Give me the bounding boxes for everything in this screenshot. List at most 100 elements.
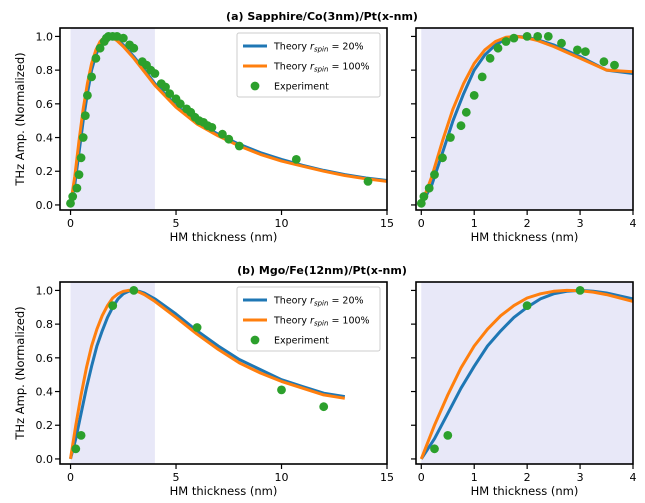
experiment-point bbox=[509, 33, 519, 43]
x-tick-label: 1 bbox=[471, 471, 478, 484]
series-line-1 bbox=[419, 34, 633, 206]
legend: Theory rspin = 20%Theory rspin = 100%Exp… bbox=[236, 32, 381, 98]
legend-prefix: Experiment bbox=[274, 82, 329, 93]
experiment-point bbox=[461, 107, 471, 117]
x-axis-label: HM thickness (nm) bbox=[471, 484, 579, 498]
experiment-point bbox=[573, 45, 582, 55]
experiment-point bbox=[493, 43, 503, 53]
y-tick-label: 0.6 bbox=[36, 352, 54, 365]
chart-title: (a) Sapphire/Co(3nm)/Pt(x-nm) bbox=[226, 10, 418, 23]
experiment-point bbox=[68, 192, 78, 201]
x-tick-label: 0 bbox=[418, 217, 425, 230]
legend-r-subscript: spin bbox=[314, 320, 328, 328]
legend-box bbox=[236, 32, 381, 98]
legend-prefix: Theory bbox=[273, 62, 310, 73]
legend-r-symbol: r bbox=[310, 62, 315, 73]
experiment-point bbox=[599, 57, 609, 67]
experiment-point bbox=[438, 153, 447, 163]
y-tick-label: 0.8 bbox=[36, 318, 54, 331]
experiment-point bbox=[108, 301, 118, 310]
experiment-point bbox=[224, 134, 234, 144]
experiment-point bbox=[66, 198, 75, 208]
x-tick-label: 5 bbox=[173, 217, 180, 230]
experiment-point bbox=[129, 286, 139, 295]
legend-suffix: = 100% bbox=[328, 62, 369, 73]
x-tick-label: 2 bbox=[524, 217, 531, 230]
series-line-1 bbox=[419, 288, 633, 460]
legend-suffix: = 20% bbox=[328, 296, 363, 307]
experiment-point bbox=[581, 47, 590, 56]
legend-r-symbol: r bbox=[310, 296, 315, 307]
experiment-point bbox=[456, 121, 466, 131]
experiment-point bbox=[430, 170, 439, 180]
legend-r-subscript: spin bbox=[314, 46, 328, 54]
experiment-point bbox=[501, 37, 511, 46]
experiment-point bbox=[477, 72, 487, 82]
legend-prefix: Experiment bbox=[274, 336, 329, 347]
experiment-point bbox=[95, 43, 105, 53]
experiment-point bbox=[522, 32, 532, 41]
x-tick-label: 10 bbox=[275, 471, 289, 484]
experiment-point bbox=[165, 89, 175, 99]
legend-suffix: = 100% bbox=[328, 316, 369, 327]
experiment-point bbox=[83, 91, 92, 100]
experiment-point bbox=[575, 286, 585, 295]
legend-entry-label: Experiment bbox=[274, 336, 329, 347]
chart-title: (b) Mgo/Fe(12nm)/Pt(x-nm) bbox=[237, 264, 407, 277]
axes-frame bbox=[59, 281, 388, 465]
legend-prefix: Theory bbox=[273, 296, 310, 307]
legend-box bbox=[236, 286, 381, 352]
y-tick-label: 0.4 bbox=[36, 132, 54, 145]
x-tick-label: 3 bbox=[577, 217, 584, 230]
experiment-point bbox=[469, 91, 479, 100]
experiment-point bbox=[218, 129, 227, 139]
x-tick-label: 1 bbox=[471, 217, 478, 230]
experiment-point bbox=[319, 402, 329, 412]
legend-prefix: Theory bbox=[273, 316, 310, 327]
legend-r-subscript: spin bbox=[314, 66, 328, 74]
experiment-point bbox=[72, 183, 82, 193]
panel-a-full: 0 5 10 15 0.0 0.2 0.4 0.6 0.8 1.0 HM thickness (nm… bbox=[13, 10, 418, 244]
experiment-point bbox=[430, 444, 439, 454]
y-tick-label: 0.0 bbox=[36, 199, 54, 212]
y-tick-label: 0.4 bbox=[36, 386, 54, 399]
experiment-point bbox=[291, 155, 301, 164]
x-tick-label: 15 bbox=[380, 217, 394, 230]
legend-r-symbol: r bbox=[310, 316, 315, 327]
legend-entry-label: Theory rspin = 100% bbox=[273, 316, 370, 328]
y-tick-label: 1.0 bbox=[36, 30, 54, 43]
experiment-point bbox=[610, 60, 619, 70]
legend-r-symbol: r bbox=[310, 42, 315, 53]
x-tick-label: 4 bbox=[630, 217, 637, 230]
experiment-point bbox=[424, 183, 434, 193]
legend-suffix: = 20% bbox=[328, 42, 363, 53]
experiment-point bbox=[192, 323, 202, 332]
legend-prefix: Theory bbox=[273, 42, 310, 53]
experiment-point bbox=[80, 111, 90, 120]
experiment-point bbox=[74, 170, 84, 180]
experiment-point bbox=[543, 32, 553, 41]
x-axis-label: HM thickness (nm) bbox=[170, 484, 278, 498]
x-tick-label: 3 bbox=[577, 471, 584, 484]
y-tick-label: 0.2 bbox=[36, 419, 54, 432]
legend-r-subscript: spin bbox=[314, 300, 328, 308]
x-tick-label: 15 bbox=[380, 471, 394, 484]
axes-frame bbox=[415, 281, 634, 465]
legend: Theory rspin = 20%Theory rspin = 100%Exp… bbox=[236, 286, 381, 352]
experiment-point bbox=[446, 133, 455, 142]
experiment-point bbox=[76, 431, 86, 440]
experiment-point bbox=[118, 33, 128, 43]
experiment-point bbox=[419, 192, 429, 201]
panel-b-full: 0 5 10 15 0.0 0.2 0.4 0.6 0.8 1.0 HM thickness (nm… bbox=[13, 264, 407, 498]
experiment-point bbox=[175, 99, 185, 109]
experiment-point bbox=[485, 53, 495, 63]
legend-marker-swatch bbox=[250, 335, 260, 345]
y-tick-label: 0.6 bbox=[36, 98, 54, 111]
y-axis-label: THz Amp. (Normalized) bbox=[13, 306, 27, 440]
legend-entry-label: Experiment bbox=[274, 82, 329, 93]
legend-entry-label: Theory rspin = 20% bbox=[273, 296, 364, 308]
x-tick-label: 0 bbox=[67, 217, 74, 230]
experiment-point bbox=[161, 82, 170, 92]
experiment-point bbox=[91, 53, 101, 63]
